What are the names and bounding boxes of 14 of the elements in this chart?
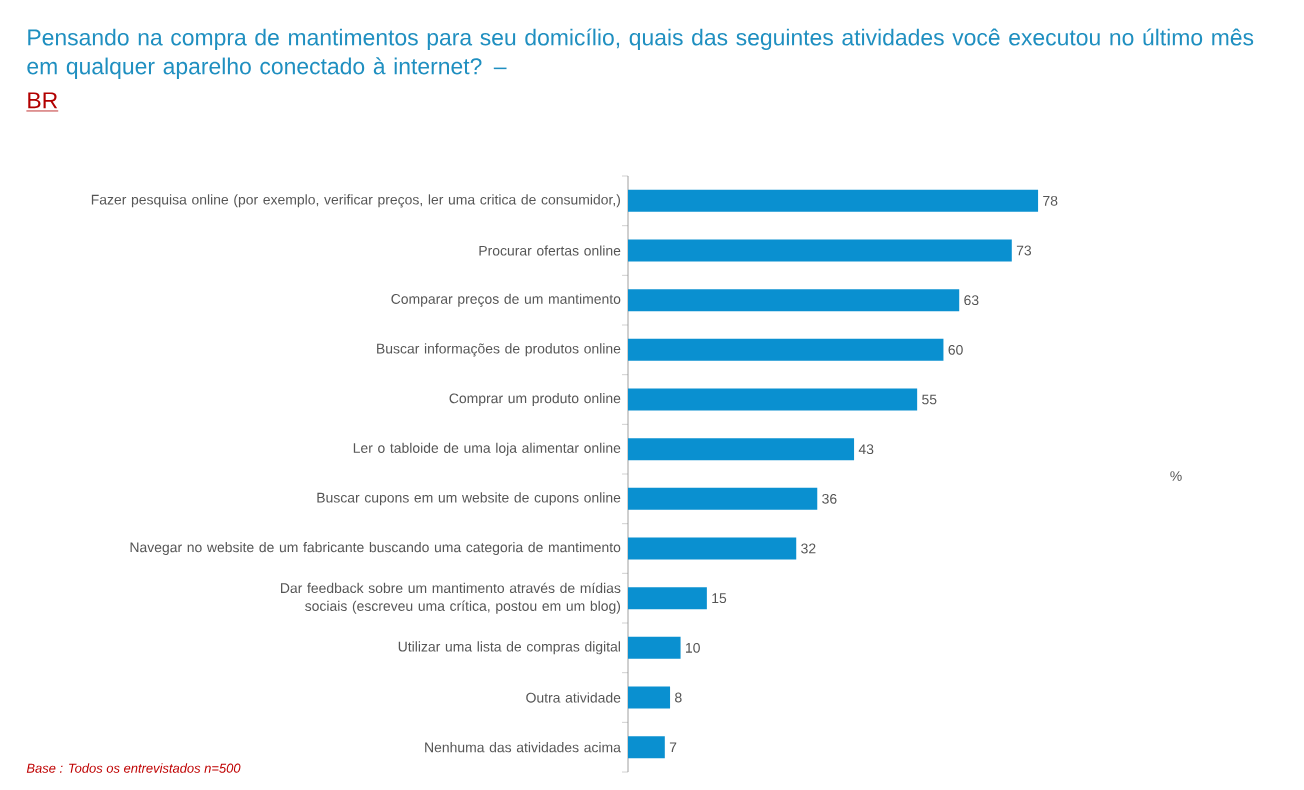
bar xyxy=(628,289,960,312)
chart-title: Pensando na compra de mantimentos para seu domicílio, quais das seguintes atividades você executou no último mês em qualquer aparelho conectado à internet? – xyxy=(27,28,1254,79)
bar xyxy=(628,189,1039,212)
bar xyxy=(628,587,707,610)
bar xyxy=(628,388,918,411)
bar xyxy=(628,338,944,361)
bar xyxy=(628,487,818,510)
bar xyxy=(628,736,665,759)
bar xyxy=(628,636,681,659)
text: BR xyxy=(28,92,58,109)
bar xyxy=(628,438,855,461)
bar xyxy=(628,239,1012,262)
bar xyxy=(628,686,671,709)
bar xyxy=(628,537,797,560)
